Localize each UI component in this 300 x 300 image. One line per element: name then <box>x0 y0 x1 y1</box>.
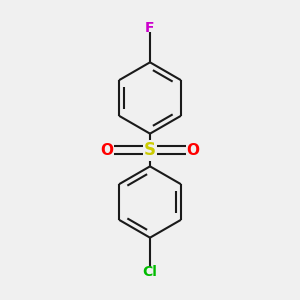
Text: O: O <box>187 142 200 158</box>
Text: Cl: Cl <box>142 265 158 279</box>
Text: F: F <box>145 21 155 35</box>
Point <box>148 148 152 152</box>
Text: S: S <box>144 141 156 159</box>
Text: O: O <box>100 142 113 158</box>
